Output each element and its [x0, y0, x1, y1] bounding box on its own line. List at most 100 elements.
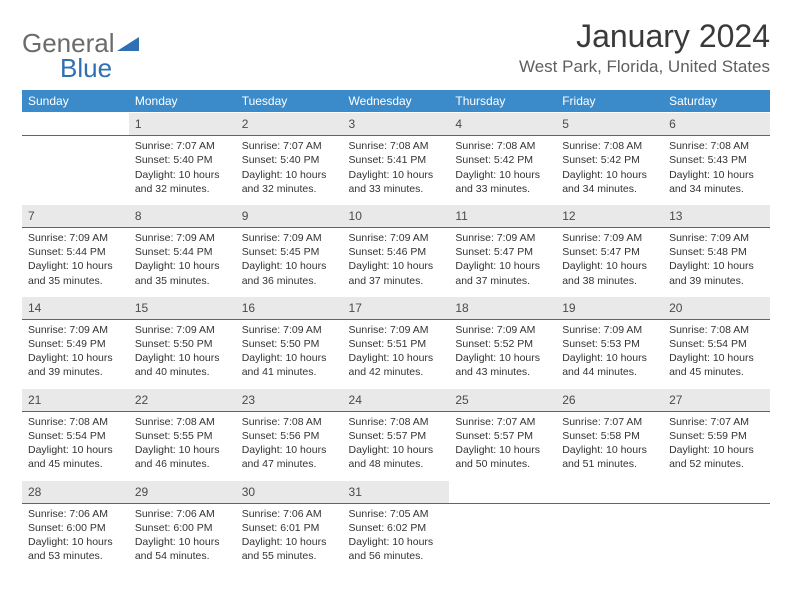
daylight-text: Daylight: 10 hours and 34 minutes.: [562, 168, 657, 196]
day-content-row: Sunrise: 7:06 AMSunset: 6:00 PMDaylight:…: [22, 503, 770, 571]
sunset-text: Sunset: 5:59 PM: [669, 429, 764, 443]
sunset-text: Sunset: 5:47 PM: [562, 245, 657, 259]
sunset-text: Sunset: 5:42 PM: [455, 153, 550, 167]
sunset-text: Sunset: 5:49 PM: [28, 337, 123, 351]
daylight-text: Daylight: 10 hours and 42 minutes.: [349, 351, 444, 379]
day-content-cell: Sunrise: 7:09 AMSunset: 5:44 PMDaylight:…: [22, 228, 129, 297]
daylight-text: Daylight: 10 hours and 50 minutes.: [455, 443, 550, 471]
sunrise-text: Sunrise: 7:08 AM: [349, 139, 444, 153]
daylight-text: Daylight: 10 hours and 39 minutes.: [669, 259, 764, 287]
sunrise-text: Sunrise: 7:05 AM: [349, 507, 444, 521]
day-content-cell: [22, 136, 129, 205]
sunrise-text: Sunrise: 7:09 AM: [562, 323, 657, 337]
daylight-text: Daylight: 10 hours and 45 minutes.: [669, 351, 764, 379]
calendar-page: General Blue January 2024 West Park, Flo…: [0, 0, 792, 581]
day-content-cell: Sunrise: 7:08 AMSunset: 5:57 PMDaylight:…: [343, 411, 450, 480]
sunset-text: Sunset: 6:00 PM: [28, 521, 123, 535]
day-number-cell: 14: [22, 296, 129, 319]
daylight-text: Daylight: 10 hours and 32 minutes.: [242, 168, 337, 196]
day-number-cell: 3: [343, 113, 450, 136]
sunset-text: Sunset: 5:41 PM: [349, 153, 444, 167]
day-number-cell: [22, 113, 129, 136]
sunset-text: Sunset: 5:50 PM: [135, 337, 230, 351]
day-number-cell: 24: [343, 388, 450, 411]
sunset-text: Sunset: 5:44 PM: [135, 245, 230, 259]
brand-logo: General Blue: [22, 18, 139, 84]
day-number-row: 21222324252627: [22, 388, 770, 411]
sunset-text: Sunset: 5:55 PM: [135, 429, 230, 443]
day-content-cell: Sunrise: 7:06 AMSunset: 6:00 PMDaylight:…: [22, 503, 129, 571]
sunset-text: Sunset: 5:42 PM: [562, 153, 657, 167]
day-content-cell: Sunrise: 7:09 AMSunset: 5:50 PMDaylight:…: [236, 319, 343, 388]
day-content-cell: Sunrise: 7:09 AMSunset: 5:49 PMDaylight:…: [22, 319, 129, 388]
day-number-cell: 16: [236, 296, 343, 319]
weekday-header: Thursday: [449, 90, 556, 113]
day-content-cell: Sunrise: 7:09 AMSunset: 5:44 PMDaylight:…: [129, 228, 236, 297]
sunset-text: Sunset: 5:57 PM: [349, 429, 444, 443]
daylight-text: Daylight: 10 hours and 33 minutes.: [349, 168, 444, 196]
daylight-text: Daylight: 10 hours and 41 minutes.: [242, 351, 337, 379]
day-content-cell: Sunrise: 7:09 AMSunset: 5:52 PMDaylight:…: [449, 319, 556, 388]
sunset-text: Sunset: 5:40 PM: [135, 153, 230, 167]
day-number-cell: 28: [22, 480, 129, 503]
day-content-cell: Sunrise: 7:09 AMSunset: 5:48 PMDaylight:…: [663, 228, 770, 297]
day-content-cell: Sunrise: 7:08 AMSunset: 5:56 PMDaylight:…: [236, 411, 343, 480]
day-number-cell: [663, 480, 770, 503]
sunset-text: Sunset: 5:51 PM: [349, 337, 444, 351]
day-number-cell: 11: [449, 204, 556, 227]
weekday-header: Tuesday: [236, 90, 343, 113]
sunrise-text: Sunrise: 7:08 AM: [28, 415, 123, 429]
brand-triangle-icon: [117, 34, 139, 57]
day-number-cell: 10: [343, 204, 450, 227]
daylight-text: Daylight: 10 hours and 37 minutes.: [455, 259, 550, 287]
weekday-header-row: Sunday Monday Tuesday Wednesday Thursday…: [22, 90, 770, 113]
day-number-cell: 30: [236, 480, 343, 503]
day-number-row: 28293031: [22, 480, 770, 503]
sunset-text: Sunset: 5:53 PM: [562, 337, 657, 351]
sunset-text: Sunset: 5:43 PM: [669, 153, 764, 167]
day-number-cell: 5: [556, 113, 663, 136]
day-content-cell: Sunrise: 7:07 AMSunset: 5:58 PMDaylight:…: [556, 411, 663, 480]
title-block: January 2024 West Park, Florida, United …: [519, 18, 770, 77]
daylight-text: Daylight: 10 hours and 32 minutes.: [135, 168, 230, 196]
day-number-cell: 31: [343, 480, 450, 503]
day-content-cell: Sunrise: 7:08 AMSunset: 5:55 PMDaylight:…: [129, 411, 236, 480]
day-content-cell: Sunrise: 7:09 AMSunset: 5:53 PMDaylight:…: [556, 319, 663, 388]
daylight-text: Daylight: 10 hours and 53 minutes.: [28, 535, 123, 563]
day-content-cell: Sunrise: 7:09 AMSunset: 5:50 PMDaylight:…: [129, 319, 236, 388]
sunrise-text: Sunrise: 7:09 AM: [135, 323, 230, 337]
day-content-cell: Sunrise: 7:07 AMSunset: 5:40 PMDaylight:…: [236, 136, 343, 205]
day-content-cell: Sunrise: 7:07 AMSunset: 5:40 PMDaylight:…: [129, 136, 236, 205]
sunrise-text: Sunrise: 7:07 AM: [135, 139, 230, 153]
day-content-row: Sunrise: 7:07 AMSunset: 5:40 PMDaylight:…: [22, 136, 770, 205]
sunrise-text: Sunrise: 7:09 AM: [455, 323, 550, 337]
day-content-cell: Sunrise: 7:09 AMSunset: 5:51 PMDaylight:…: [343, 319, 450, 388]
sunrise-text: Sunrise: 7:08 AM: [669, 139, 764, 153]
sunset-text: Sunset: 5:54 PM: [28, 429, 123, 443]
day-content-cell: Sunrise: 7:09 AMSunset: 5:47 PMDaylight:…: [449, 228, 556, 297]
day-number-cell: 8: [129, 204, 236, 227]
day-number-cell: 17: [343, 296, 450, 319]
day-content-cell: Sunrise: 7:08 AMSunset: 5:42 PMDaylight:…: [449, 136, 556, 205]
location-subtitle: West Park, Florida, United States: [519, 57, 770, 77]
weekday-header: Friday: [556, 90, 663, 113]
daylight-text: Daylight: 10 hours and 33 minutes.: [455, 168, 550, 196]
day-number-cell: 18: [449, 296, 556, 319]
day-content-cell: Sunrise: 7:06 AMSunset: 6:00 PMDaylight:…: [129, 503, 236, 571]
sunset-text: Sunset: 5:44 PM: [28, 245, 123, 259]
sunrise-text: Sunrise: 7:07 AM: [242, 139, 337, 153]
day-content-cell: Sunrise: 7:08 AMSunset: 5:54 PMDaylight:…: [22, 411, 129, 480]
day-number-cell: 21: [22, 388, 129, 411]
sunset-text: Sunset: 5:56 PM: [242, 429, 337, 443]
day-number-cell: 27: [663, 388, 770, 411]
day-content-cell: Sunrise: 7:07 AMSunset: 5:59 PMDaylight:…: [663, 411, 770, 480]
day-number-cell: 29: [129, 480, 236, 503]
sunset-text: Sunset: 5:52 PM: [455, 337, 550, 351]
day-number-cell: 1: [129, 113, 236, 136]
daylight-text: Daylight: 10 hours and 48 minutes.: [349, 443, 444, 471]
sunrise-text: Sunrise: 7:09 AM: [455, 231, 550, 245]
daylight-text: Daylight: 10 hours and 45 minutes.: [28, 443, 123, 471]
day-number-cell: 20: [663, 296, 770, 319]
weekday-header: Wednesday: [343, 90, 450, 113]
day-number-cell: 9: [236, 204, 343, 227]
